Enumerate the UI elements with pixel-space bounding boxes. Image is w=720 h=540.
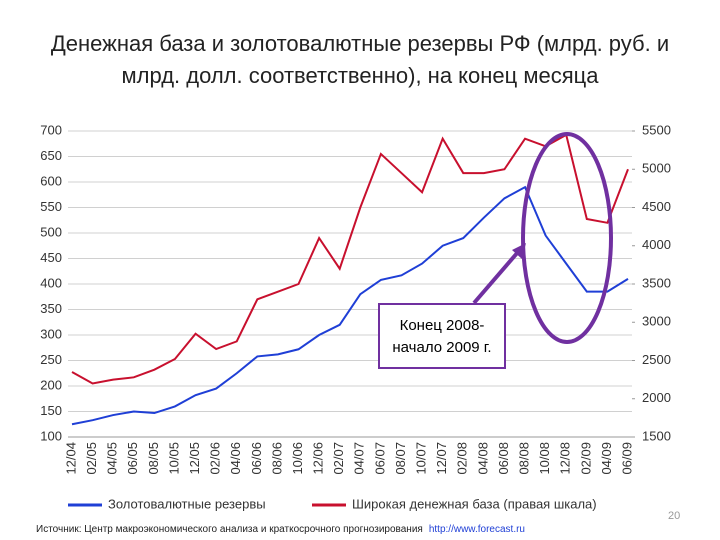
x-tick-label: 10/06 bbox=[290, 442, 305, 475]
legend-label: Золотовалютные резервы bbox=[108, 496, 266, 511]
x-tick-label: 04/07 bbox=[352, 442, 367, 475]
y-tick-label: 600 bbox=[40, 173, 62, 188]
y2-tick-label: 2000 bbox=[642, 390, 671, 405]
x-tick-label: 02/06 bbox=[208, 442, 223, 475]
x-tick-label: 04/09 bbox=[599, 442, 614, 475]
x-tick-label: 08/08 bbox=[516, 442, 531, 475]
x-tick-label: 10/07 bbox=[414, 442, 429, 475]
y2-tick-label: 5000 bbox=[642, 161, 671, 176]
x-tick-label: 12/06 bbox=[311, 442, 326, 475]
x-tick-label: 10/05 bbox=[166, 442, 181, 475]
y-tick-label: 400 bbox=[40, 275, 62, 290]
y-tick-label: 250 bbox=[40, 352, 62, 367]
highlight-ellipse bbox=[521, 132, 613, 344]
x-tick-label: 06/05 bbox=[125, 442, 140, 475]
y2-tick-label: 3000 bbox=[642, 314, 671, 329]
y2-tick-label: 4500 bbox=[642, 199, 671, 214]
y-tick-label: 650 bbox=[40, 148, 62, 163]
y2-tick-label: 5500 bbox=[642, 122, 671, 137]
y-tick-label: 500 bbox=[40, 224, 62, 239]
y-tick-label: 150 bbox=[40, 403, 62, 418]
y-tick-label: 100 bbox=[40, 428, 62, 443]
x-tick-label: 06/06 bbox=[249, 442, 264, 475]
chart-title: Денежная база и золотовалютные резервы Р… bbox=[50, 31, 670, 88]
arrow-head bbox=[512, 243, 526, 259]
x-tick-label: 12/05 bbox=[187, 442, 202, 475]
arrow-shaft bbox=[472, 250, 520, 305]
x-tick-label: 02/08 bbox=[455, 442, 470, 475]
x-tick-label: 12/04 bbox=[63, 442, 78, 475]
x-tick-label: 04/08 bbox=[475, 442, 490, 475]
source-text: Источник: Центр макроэкономического анал… bbox=[36, 524, 423, 535]
x-tick-label: 06/08 bbox=[496, 442, 511, 475]
y-tick-label: 550 bbox=[40, 199, 62, 214]
x-tick-label: 08/07 bbox=[393, 442, 408, 475]
series-line bbox=[71, 185, 629, 426]
x-tick-label: 02/05 bbox=[84, 442, 99, 475]
x-tick-label: 12/07 bbox=[434, 442, 449, 475]
x-tick-label: 06/07 bbox=[372, 442, 387, 475]
y-tick-label: 200 bbox=[40, 377, 62, 392]
y-tick-label: 700 bbox=[40, 122, 62, 137]
series-line bbox=[71, 133, 629, 385]
x-tick-label: 04/05 bbox=[105, 442, 120, 475]
x-tick-label: 10/08 bbox=[537, 442, 552, 475]
y2-tick-label: 4000 bbox=[642, 237, 671, 252]
x-tick-label: 08/06 bbox=[269, 442, 284, 475]
x-tick-label: 12/08 bbox=[558, 442, 573, 475]
y-tick-label: 450 bbox=[40, 250, 62, 265]
y2-tick-label: 3500 bbox=[642, 275, 671, 290]
legend-label: Широкая денежная база (правая шкала) bbox=[352, 496, 597, 511]
x-tick-label: 08/05 bbox=[146, 442, 161, 475]
x-tick-label: 02/07 bbox=[331, 442, 346, 475]
y2-tick-label: 1500 bbox=[642, 428, 671, 443]
x-tick-label: 04/06 bbox=[228, 442, 243, 475]
x-tick-label: 06/09 bbox=[619, 442, 634, 475]
y-tick-label: 300 bbox=[40, 326, 62, 341]
y2-tick-label: 2500 bbox=[642, 352, 671, 367]
source-link[interactable]: http://www.forecast.ru bbox=[428, 524, 525, 535]
page-number: 20 bbox=[668, 510, 681, 522]
source: Источник: Центр макроэкономического анал… bbox=[36, 524, 525, 535]
y-tick-label: 350 bbox=[40, 301, 62, 316]
annotation: Конец 2008-начало 2009 г. bbox=[378, 303, 506, 369]
x-tick-label: 02/09 bbox=[578, 442, 593, 475]
